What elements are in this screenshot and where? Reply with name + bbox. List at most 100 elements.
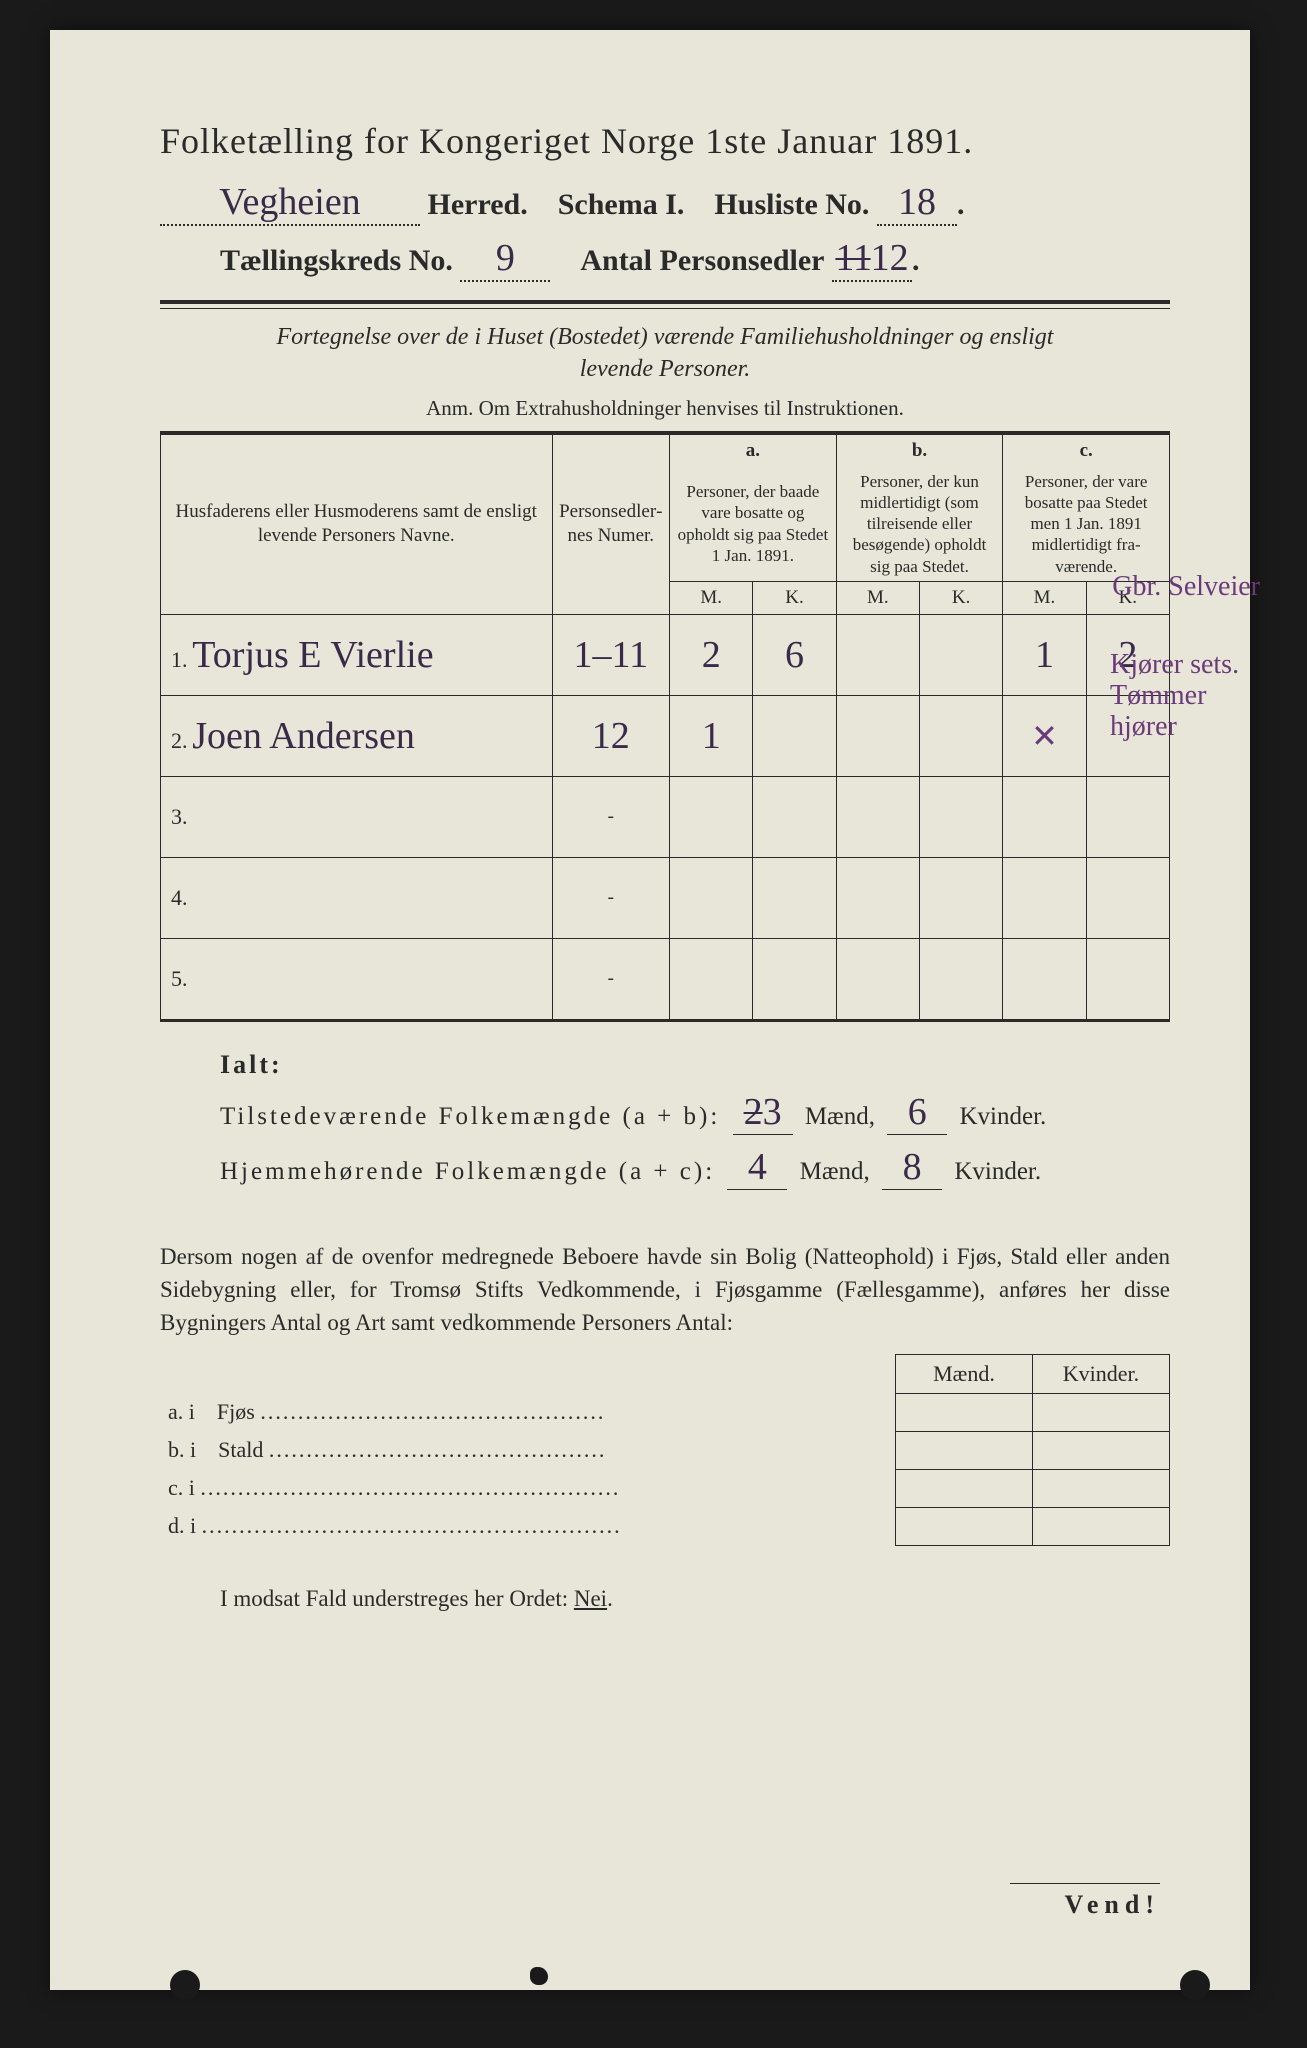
cell-cm xyxy=(1003,938,1086,1020)
col-am: M. xyxy=(670,581,753,614)
small-maend xyxy=(896,1431,1033,1469)
rule-divider xyxy=(160,300,1170,309)
cell-am: 2 xyxy=(702,634,721,676)
cell-bk xyxy=(920,776,1003,857)
paper-hole-icon xyxy=(1180,1970,1210,2000)
kvinder-label: Kvinder. xyxy=(959,1103,1046,1130)
cell-ck xyxy=(1086,776,1169,857)
nei-word: Nei xyxy=(574,1586,607,1611)
main-table: Husfaderens eller Husmode­rens samt de e… xyxy=(160,431,1170,1022)
col-bk: K. xyxy=(920,581,1003,614)
husliste-value: 18 xyxy=(898,181,936,223)
cell-am xyxy=(670,938,753,1020)
cell-ck xyxy=(1086,857,1169,938)
table-row: 2. Joen Andersen 12 1 ✕ xyxy=(161,695,1170,776)
vend-label: Vend! xyxy=(1010,1883,1160,1920)
margin-note-2: Kjører sets. Tømmer hjører xyxy=(1110,650,1260,742)
small-label: d. i xyxy=(168,1513,196,1538)
small-row: c. i ...................................… xyxy=(160,1469,1170,1507)
husliste-label: Husliste No. xyxy=(714,188,869,221)
header-row-1: Vegheien Herred. Schema I. Husliste No. … xyxy=(160,180,1170,226)
col-cm: M. xyxy=(1003,581,1086,614)
totals-block: Ialt: Tilstedeværende Folkemængde (a + b… xyxy=(220,1050,1170,1190)
tilstede-label: Tilstedeværende Folkemængde (a + b): xyxy=(220,1103,720,1130)
person-name: Torjus E Vierlie xyxy=(192,634,433,676)
rownum: 1. xyxy=(171,647,188,672)
paper-hole-icon xyxy=(170,1970,200,2000)
table-row: 1. Torjus E Vierlie 1–11 2 6 1 2 xyxy=(161,614,1170,695)
small-row: d. i ...................................… xyxy=(160,1507,1170,1545)
page-title: Folketælling for Kongeriget Norge 1ste J… xyxy=(160,120,1170,162)
building-paragraph: Dersom nogen af de ovenfor medregnede Be… xyxy=(160,1240,1170,1340)
cell-ak xyxy=(753,776,836,857)
building-table: Mænd. Kvinder. a. i Fjøs ...............… xyxy=(160,1354,1170,1546)
small-kvinder xyxy=(1033,1469,1170,1507)
antal-label: Antal Personsedler xyxy=(580,244,824,277)
kvinder-label: Kvinder. xyxy=(954,1158,1041,1185)
cell-am xyxy=(670,857,753,938)
small-type: Fjøs xyxy=(217,1399,255,1424)
col-c-label: c. xyxy=(1080,440,1093,461)
small-kvinder xyxy=(1033,1507,1170,1545)
rownum: 2. xyxy=(171,728,188,753)
col-ak: K. xyxy=(753,581,836,614)
cell-ck xyxy=(1086,938,1169,1020)
tilstede-kvinder: 6 xyxy=(908,1091,927,1133)
small-row: a. i Fjøs ..............................… xyxy=(160,1393,1170,1431)
cell-bm xyxy=(836,938,919,1020)
col-num: Person­sedler­nes Numer. xyxy=(552,433,670,614)
maend-label: Mænd, xyxy=(800,1158,870,1185)
small-label: c. i xyxy=(168,1475,195,1500)
kreds-value: 9 xyxy=(496,237,515,279)
cell-am xyxy=(670,776,753,857)
tilstede-maend: 23 xyxy=(744,1091,782,1133)
col-b-desc: Personer, der kun midler­tidigt (som til… xyxy=(836,467,1003,582)
col-a-label: a. xyxy=(746,440,760,461)
cell-bk xyxy=(920,938,1003,1020)
cell-num: 12 xyxy=(592,715,630,757)
subtitle: Fortegnelse over de i Huset (Bostedet) v… xyxy=(160,321,1170,386)
rownum: 4. xyxy=(171,885,188,910)
person-name: Joen Andersen xyxy=(192,715,415,757)
small-label: a. i xyxy=(168,1399,195,1424)
small-maend xyxy=(896,1393,1033,1431)
cell-cm xyxy=(1003,776,1086,857)
cell-bm xyxy=(836,857,919,938)
hjemme-maend: 4 xyxy=(748,1146,767,1188)
totals-line-1: Tilstedeværende Folkemængde (a + b): 23 … xyxy=(220,1090,1170,1135)
hjemme-kvinder: 8 xyxy=(903,1146,922,1188)
rownum: 5. xyxy=(171,966,188,991)
small-kvinder xyxy=(1033,1393,1170,1431)
cell-cm: ✕ xyxy=(1031,718,1058,754)
herred-label: Herred. xyxy=(428,188,528,221)
col-bm: M. xyxy=(836,581,919,614)
rownum: 3. xyxy=(171,804,188,829)
col-b-label: b. xyxy=(912,440,927,461)
footer-text: I modsat Fald understreges her Ordet: xyxy=(220,1586,574,1611)
cell-num: - xyxy=(552,938,670,1020)
form-content: Folketælling for Kongeriget Norge 1ste J… xyxy=(50,30,1250,1652)
herred-value: Vegheien xyxy=(219,181,360,223)
table-row: 3. - xyxy=(161,776,1170,857)
antal-value: 1112 xyxy=(835,237,908,279)
maend-label: Mænd, xyxy=(805,1103,875,1130)
subtitle-line2: levende Personer. xyxy=(580,356,751,382)
table-row: 5. - xyxy=(161,938,1170,1020)
anm-note: Anm. Om Extrahusholdninger henvises til … xyxy=(160,396,1170,421)
subtitle-line1: Fortegnelse over de i Huset (Bostedet) v… xyxy=(277,324,1054,350)
hjemme-label: Hjemmehørende Folkemængde (a + c): xyxy=(220,1158,715,1185)
paper-tear-icon xyxy=(530,1967,548,1985)
cell-cm: 1 xyxy=(1035,634,1054,676)
col-name: Husfaderens eller Husmode­rens samt de e… xyxy=(161,433,553,614)
margin-note-1: Gbr. Selveier xyxy=(1112,572,1260,603)
small-row: b. i Stald .............................… xyxy=(160,1431,1170,1469)
small-label: b. i xyxy=(168,1437,196,1462)
small-col-maend: Mænd. xyxy=(896,1354,1033,1393)
cell-cm xyxy=(1003,857,1086,938)
kreds-label: Tællingskreds No. xyxy=(220,244,453,277)
small-kvinder xyxy=(1033,1431,1170,1469)
footer-line: I modsat Fald understreges her Ordet: Ne… xyxy=(220,1586,1170,1612)
totals-line-2: Hjemmehørende Folkemængde (a + c): 4 Mæn… xyxy=(220,1145,1170,1190)
ialt-label: Ialt: xyxy=(220,1050,1170,1080)
census-form-page: Folketælling for Kongeriget Norge 1ste J… xyxy=(50,30,1250,1990)
